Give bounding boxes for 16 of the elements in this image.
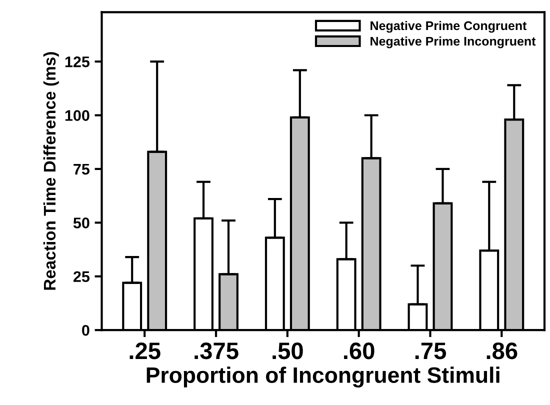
y-tick-label: 125 xyxy=(65,56,90,68)
legend-label: Negative Prime Incongruent xyxy=(370,36,536,48)
y-tick-label: 25 xyxy=(73,271,90,282)
y-tick-label: 50 xyxy=(73,218,90,228)
x-tick-label: .60 xyxy=(344,342,374,360)
y-tick-label: 75 xyxy=(74,164,90,175)
x-tick-label: .75 xyxy=(415,342,446,360)
legend-label: Negative Prime Congruent xyxy=(370,20,527,33)
x-axis-title: Proportion of Incongruent Stimuli xyxy=(146,366,500,388)
y-tick-label: 100 xyxy=(65,110,90,121)
y-axis-title: Reaction Time Difference (ms) xyxy=(43,52,59,290)
x-tick-label: .375 xyxy=(194,342,238,360)
x-tick-label: .25 xyxy=(130,342,160,360)
y-tick-label: 0 xyxy=(82,324,90,336)
x-tick-label: .86 xyxy=(486,342,518,360)
x-tick-label: .50 xyxy=(272,342,303,360)
